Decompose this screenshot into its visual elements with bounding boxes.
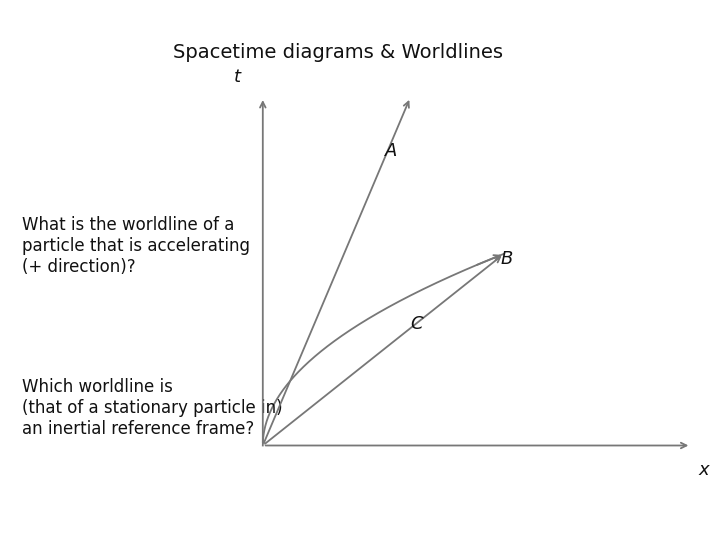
- Text: Which worldline is
(that of a stationary particle in)
an inertial reference fram: Which worldline is (that of a stationary…: [22, 378, 282, 437]
- Text: Spacetime diagrams & Worldlines: Spacetime diagrams & Worldlines: [174, 43, 503, 62]
- Text: C: C: [410, 315, 423, 333]
- Text: B: B: [500, 250, 513, 268]
- Text: A: A: [385, 142, 397, 160]
- Text: t: t: [234, 69, 241, 86]
- Text: x: x: [698, 461, 709, 479]
- Text: What is the worldline of a
particle that is accelerating
(+ direction)?: What is the worldline of a particle that…: [22, 216, 250, 275]
